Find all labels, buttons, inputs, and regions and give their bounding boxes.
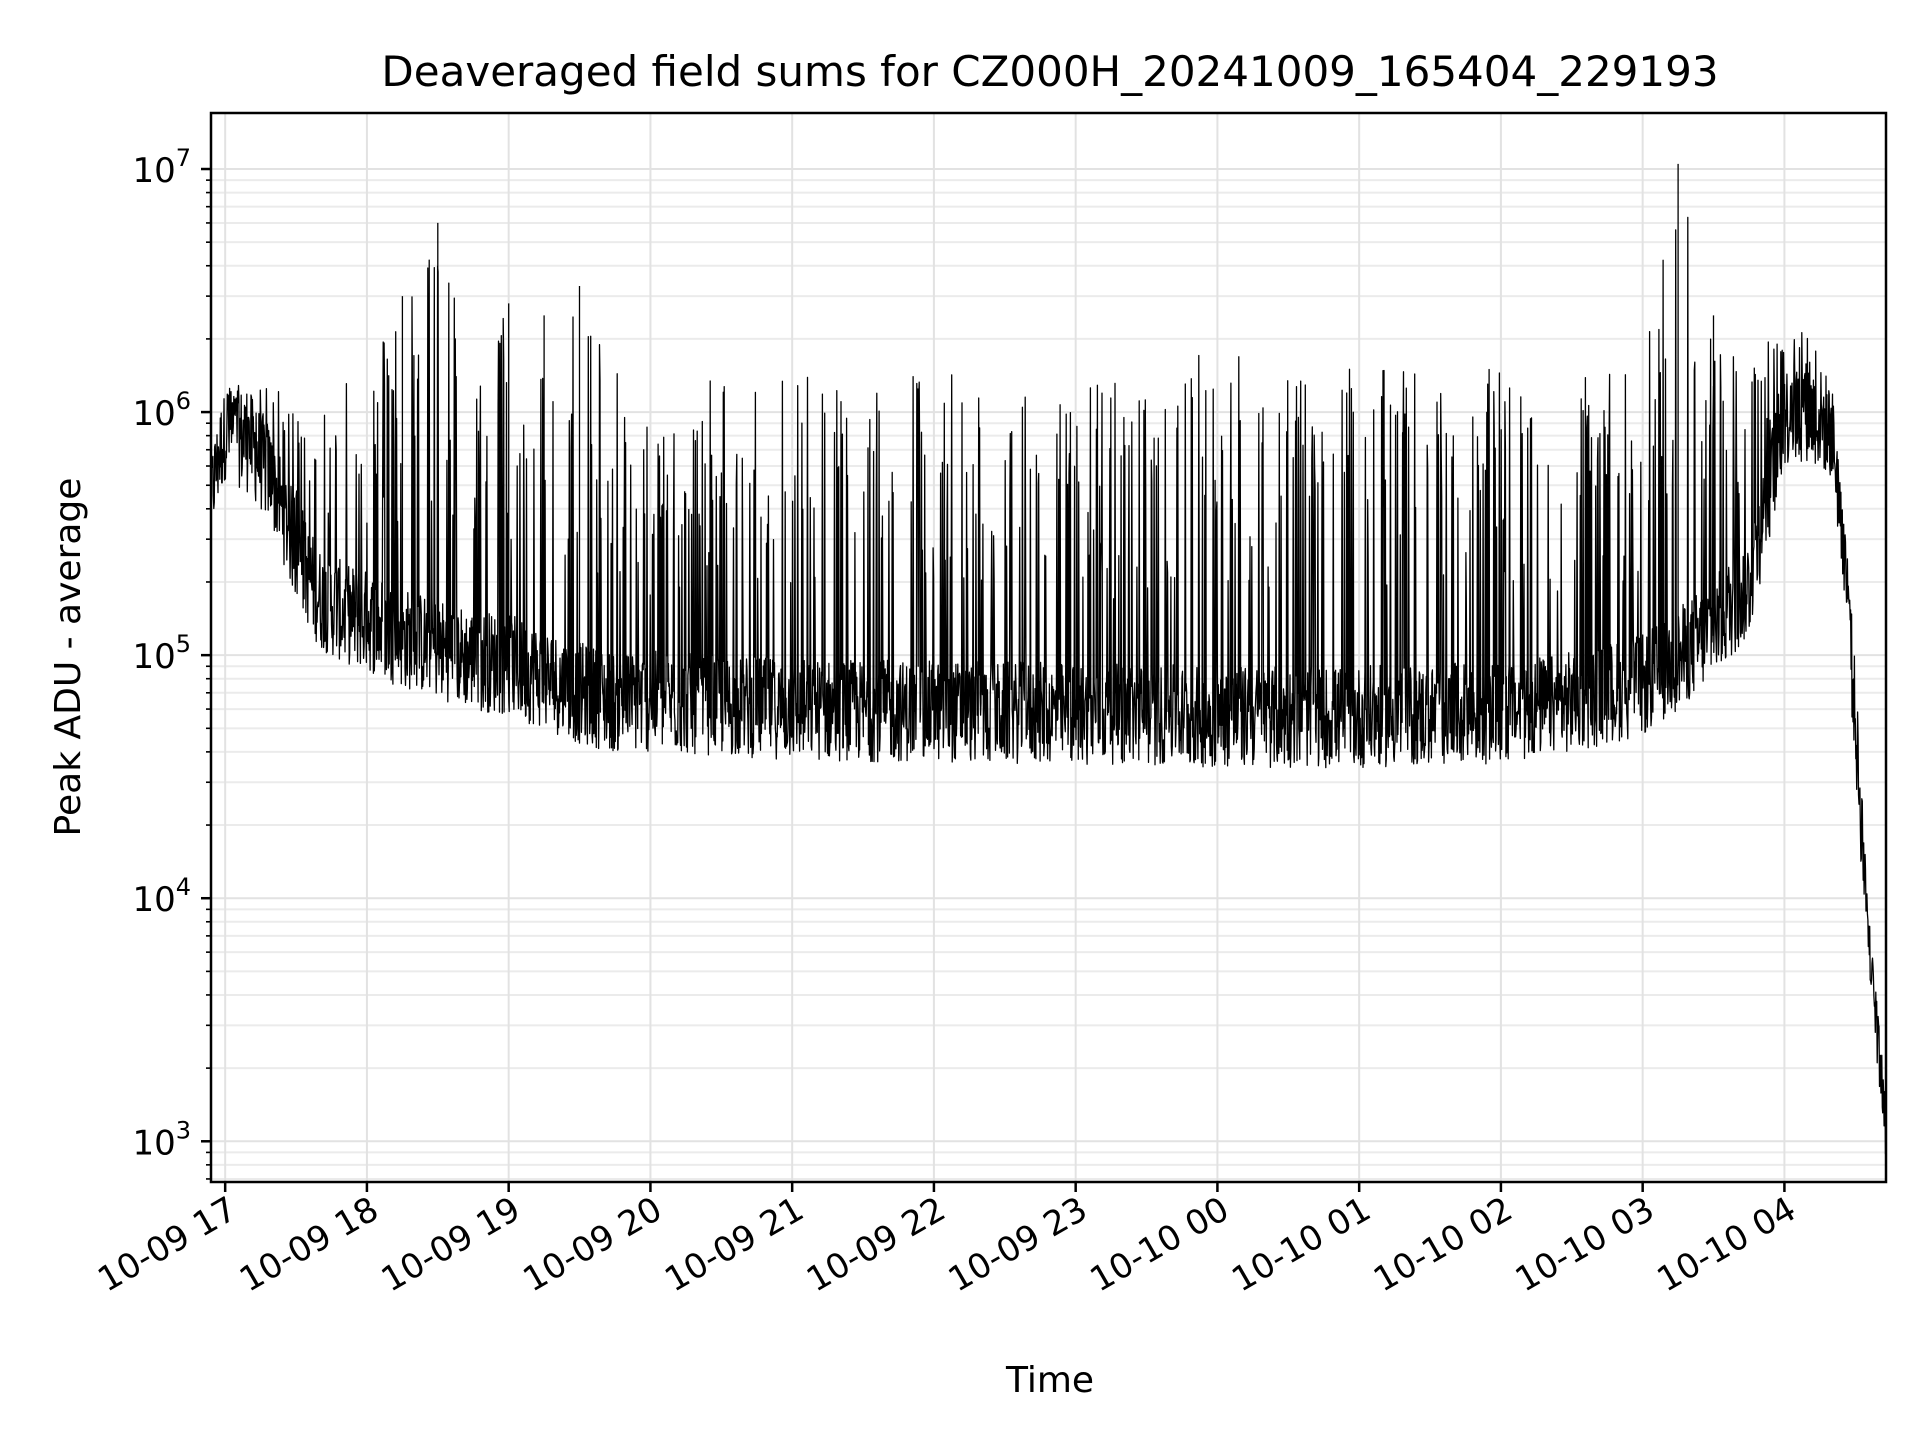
y-tick-label-base: 10 xyxy=(132,637,175,677)
x-axis-label: Time xyxy=(1005,1360,1094,1401)
y-tick-label-exponent: 3 xyxy=(176,1116,191,1144)
y-axis-label: Peak ADU - average xyxy=(48,478,89,837)
plot-frame xyxy=(209,111,1888,1184)
y-tick-label: 104 xyxy=(132,873,191,920)
y-tick-label-exponent: 4 xyxy=(176,873,191,901)
y-tick-label: 103 xyxy=(132,1116,191,1163)
y-tick-label-base: 10 xyxy=(132,151,175,191)
y-tick-label-exponent: 6 xyxy=(176,387,191,415)
y-tick-label-exponent: 7 xyxy=(176,144,191,172)
y-tick-label-base: 10 xyxy=(132,880,175,920)
y-tick-label-base: 10 xyxy=(132,1123,175,1163)
y-tick-label: 105 xyxy=(132,630,191,677)
series-line xyxy=(210,163,1887,1155)
y-tick-label: 106 xyxy=(132,387,191,434)
y-tick-label-exponent: 5 xyxy=(176,630,191,658)
series-layer xyxy=(210,163,1887,1155)
y-tick-label: 107 xyxy=(132,144,191,191)
y-tick-label-base: 10 xyxy=(132,394,175,434)
chart-title: Deaveraged field sums for CZ000H_2024100… xyxy=(381,47,1718,96)
